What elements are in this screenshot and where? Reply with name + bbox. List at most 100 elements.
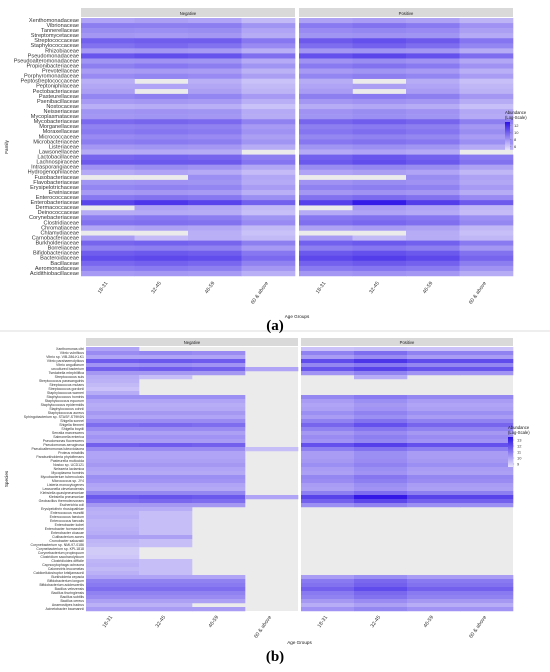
heatmap-cell	[407, 363, 461, 368]
heatmap-cell	[299, 104, 353, 110]
heatmap-cell	[134, 179, 189, 186]
heatmap-cell	[86, 423, 140, 428]
y-tick-label: Streptococcus mutans	[49, 383, 84, 387]
y-tick-label: Enterococcus faecium	[50, 515, 85, 519]
heatmap-cell	[134, 210, 189, 216]
y-tick-label: Bifidobacterium longum	[47, 579, 84, 583]
heatmap-cell	[86, 527, 140, 532]
y-tick-label: Morganellaceae	[39, 124, 79, 130]
y-tick-label: uncultured bacterium	[51, 367, 84, 371]
heatmap-cell	[86, 499, 140, 504]
y-tick-label: Burkholderiaceae	[35, 241, 79, 247]
y-tick-label: Bifidobacteriaceae	[33, 251, 79, 257]
y-tick-label: Staphylococcus cohnii	[49, 407, 84, 411]
heatmap-cell	[354, 479, 408, 484]
heatmap-cell	[460, 607, 514, 612]
y-tick-label: Corynebacterium propinquum	[38, 551, 84, 555]
heatmap-cell	[86, 531, 140, 536]
heatmap-cell	[352, 114, 407, 120]
y-tick-label: Clostridium saccharolyticum	[40, 555, 84, 559]
heatmap-cell	[299, 43, 353, 49]
heatmap-cell	[188, 250, 242, 257]
y-tick-label: Cutibacterium acnes	[52, 535, 84, 539]
heatmap-cell	[407, 459, 461, 464]
heatmap-cell	[188, 83, 242, 90]
heatmap-cell	[241, 154, 296, 160]
heatmap-cell	[352, 33, 407, 39]
heatmap-cell	[301, 411, 355, 416]
x-tick-label: 32-45	[150, 281, 163, 295]
heatmap-cell	[188, 240, 242, 246]
heatmap-cell	[299, 184, 353, 191]
heatmap-cell	[352, 124, 407, 130]
y-tick-label: Paraburkholderia phytofirmans	[36, 455, 84, 459]
y-tick-label: Intrasporangiaceae	[31, 165, 79, 171]
heatmap-cell	[192, 431, 246, 436]
heatmap-cell	[299, 109, 353, 115]
heatmap-cell	[301, 579, 355, 584]
facet-strip	[81, 8, 295, 17]
heatmap-cell	[354, 439, 408, 444]
legend-tick-label: 12	[517, 443, 522, 448]
heatmap-cell	[134, 119, 189, 125]
heatmap-cell	[352, 195, 407, 201]
heatmap-cell	[86, 503, 140, 508]
y-tick-label: Streptococcaceae	[34, 38, 79, 44]
y-tick-label: Prevotellaceae	[42, 69, 79, 75]
heatmap-cell	[354, 427, 408, 432]
heatmap-cell	[354, 467, 408, 472]
heatmap-cell	[134, 134, 189, 140]
heatmap-cell	[241, 184, 296, 191]
heatmap-cell	[81, 190, 135, 196]
heatmap-cell	[354, 491, 408, 496]
heatmap-cell	[407, 399, 461, 404]
heatmap-cell	[459, 48, 514, 54]
heatmap-cell	[188, 220, 242, 226]
heatmap-cell	[354, 575, 408, 580]
heatmap-cell	[139, 531, 193, 536]
heatmap-cell	[241, 215, 296, 221]
heatmap-cell	[86, 415, 140, 420]
y-tick-label: Staphylococcus equorum	[45, 399, 84, 403]
y-tick-label: Erwiniaceae	[49, 190, 79, 196]
heatmap-cell	[86, 603, 140, 608]
y-tick-label: Bacillus subtilis	[60, 595, 84, 599]
x-tick-label: 46-59	[423, 615, 436, 629]
heatmap-cell	[192, 447, 246, 452]
heatmap-cell	[460, 479, 514, 484]
y-tick-label: Mycobacterium tuberculosis	[41, 475, 85, 479]
heatmap-cell	[192, 499, 246, 504]
heatmap-cell	[406, 98, 460, 105]
heatmap-cell	[301, 483, 355, 488]
heatmap-cell	[241, 38, 296, 44]
heatmap-cell	[81, 260, 135, 267]
heatmap-cell	[134, 149, 189, 155]
heatmap-cell	[352, 139, 407, 145]
heatmap-cell	[86, 487, 140, 492]
heatmap-cell	[192, 359, 246, 364]
heatmap-cell	[459, 270, 514, 277]
heatmap-cell	[192, 475, 246, 480]
heatmap-cell	[299, 93, 353, 100]
heatmap-cell	[86, 463, 140, 468]
heatmap-cell	[459, 210, 514, 216]
heatmap-cell	[354, 347, 408, 352]
heatmap-cell	[134, 169, 189, 176]
heatmap-cell	[188, 190, 242, 196]
heatmap-cell	[301, 427, 355, 432]
heatmap-cell	[459, 93, 514, 100]
heatmap-cell	[460, 351, 514, 356]
heatmap-cell	[188, 63, 242, 69]
y-tick-label: Geobacillus thermoleovorans	[39, 499, 85, 503]
heatmap-cell	[460, 439, 514, 444]
heatmap-cell	[139, 575, 193, 580]
heatmap-cell	[241, 164, 296, 171]
heatmap-cell	[81, 33, 135, 39]
heatmap-cell	[81, 210, 135, 216]
heatmap-cell	[134, 255, 189, 262]
heatmap-cell	[139, 351, 193, 356]
heatmap-cell	[460, 427, 514, 432]
y-tick-label: Enterobacter kobei	[55, 523, 85, 527]
heatmap-cell	[354, 367, 408, 372]
heatmap-cell	[406, 179, 460, 186]
